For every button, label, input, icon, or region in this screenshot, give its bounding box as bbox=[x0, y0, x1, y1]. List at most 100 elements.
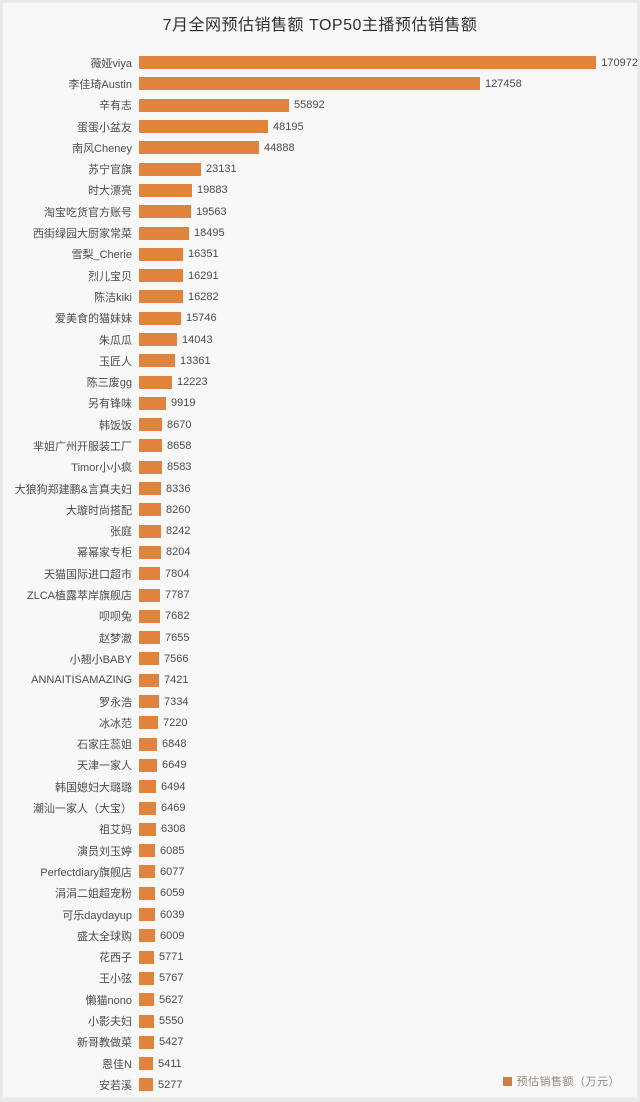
bar bbox=[139, 567, 160, 581]
bar-row: 大璇时尚搭配 8260 bbox=[2, 499, 638, 520]
bar-category-label: ZLCA植露萃岸旗舰店 bbox=[26, 590, 132, 603]
bar bbox=[139, 396, 166, 410]
bar bbox=[139, 950, 154, 964]
bar-row: 时大漂亮 19883 bbox=[2, 180, 638, 201]
bar bbox=[139, 439, 162, 453]
bar bbox=[139, 801, 156, 815]
bar-value-label: 6494 bbox=[161, 780, 186, 793]
chart-title: 7月全网预估销售额 TOP50主播预估销售额 bbox=[162, 17, 478, 34]
bar-row: 朱瓜瓜 14043 bbox=[2, 329, 638, 350]
bar-row: 玉匠人 13361 bbox=[2, 350, 638, 371]
bar-row: 韩国媳妇大璐璐 6494 bbox=[2, 776, 638, 797]
bar bbox=[139, 929, 155, 943]
bar-row: 烈儿宝贝 16291 bbox=[2, 265, 638, 286]
bar bbox=[139, 652, 159, 666]
bar bbox=[139, 183, 192, 197]
bar-row: 陈洁kiki 16282 bbox=[2, 286, 638, 307]
bar-category-label: 赵梦澈 bbox=[99, 632, 132, 645]
bar-value-label: 8242 bbox=[166, 525, 191, 538]
bar-value-label: 23131 bbox=[206, 163, 237, 176]
bar-row: 西街绿园大厨家常菜 18495 bbox=[2, 222, 638, 243]
bar bbox=[139, 1014, 154, 1028]
bar-category-label: 李佳琦Austin bbox=[68, 78, 132, 91]
bar-value-label: 8336 bbox=[166, 482, 191, 495]
bar-category-label: 小翘小BABY bbox=[69, 653, 132, 666]
bar-row: 辛有志 55892 bbox=[2, 95, 638, 116]
bar-row: 石家庄蕊姐 6848 bbox=[2, 734, 638, 755]
bar bbox=[139, 631, 160, 645]
bar-value-label: 7421 bbox=[164, 674, 189, 687]
bar-category-label: 冰冰范 bbox=[99, 717, 132, 730]
bar-row: ANNAITISAMAZING 7421 bbox=[2, 670, 638, 691]
bar-category-label: 呗呗兔 bbox=[99, 611, 132, 624]
bar-row: 祖艾妈 6308 bbox=[2, 819, 638, 840]
bar bbox=[139, 418, 162, 432]
bar bbox=[139, 460, 162, 474]
bar-value-label: 18495 bbox=[194, 227, 225, 240]
bar-category-label: 另有锋味 bbox=[88, 398, 132, 411]
bar-row: 另有锋味 9919 bbox=[2, 393, 638, 414]
bar-row: 韩饭饭 8670 bbox=[2, 414, 638, 435]
bar-row: 新哥教做菜 5427 bbox=[2, 1032, 638, 1053]
bar-row: 可乐daydayup 6039 bbox=[2, 904, 638, 925]
bar-category-label: 苏宁官旗 bbox=[88, 164, 132, 177]
bar bbox=[139, 269, 183, 283]
bar-category-label: 罗永浩 bbox=[99, 696, 132, 709]
bar-category-label: 大璇时尚搭配 bbox=[66, 504, 132, 517]
bar-row: 安若溪 5277 bbox=[2, 1074, 638, 1095]
bar-value-label: 7682 bbox=[165, 610, 190, 623]
bar-value-label: 8658 bbox=[167, 439, 192, 452]
bar-row: Perfectdiary旗舰店 6077 bbox=[2, 861, 638, 882]
bar bbox=[139, 77, 480, 91]
bar-value-label: 8204 bbox=[166, 546, 191, 559]
bar-row: 张庭 8242 bbox=[2, 521, 638, 542]
bar-category-label: 韩饭饭 bbox=[99, 419, 132, 432]
bar-row: 天津一家人 6649 bbox=[2, 755, 638, 776]
bar-row: 大狼狗郑建鹏&言真夫妇 8336 bbox=[2, 478, 638, 499]
bar bbox=[139, 971, 154, 985]
bar-value-label: 6039 bbox=[160, 908, 185, 921]
bar-row: 呗呗兔 7682 bbox=[2, 606, 638, 627]
bar-row: 天猫国际进口超市 7804 bbox=[2, 563, 638, 584]
bar-value-label: 7566 bbox=[164, 652, 189, 665]
bar-value-label: 7804 bbox=[165, 567, 190, 580]
bar-category-label: 安若溪 bbox=[99, 1079, 132, 1092]
bar-category-label: 陈三废gg bbox=[86, 377, 132, 390]
bar bbox=[139, 354, 175, 368]
bar-category-label: 演员刘玉婷 bbox=[77, 845, 132, 858]
bar-value-label: 8260 bbox=[166, 503, 191, 516]
bar bbox=[139, 673, 159, 687]
bar-category-label: 雪梨_Cherie bbox=[71, 249, 132, 262]
bar-category-label: 玉匠人 bbox=[99, 355, 132, 368]
bar-value-label: 19563 bbox=[196, 205, 227, 218]
bar-row: 幂幂家专柜 8204 bbox=[2, 542, 638, 563]
bar-category-label: 时大漂亮 bbox=[88, 185, 132, 198]
bar bbox=[139, 482, 161, 496]
bar-category-label: 幂幂家专柜 bbox=[77, 547, 132, 560]
bar bbox=[139, 56, 597, 70]
bar-value-label: 5627 bbox=[159, 993, 184, 1006]
bar-value-label: 7220 bbox=[163, 716, 188, 729]
bar-value-label: 5771 bbox=[159, 951, 184, 964]
bar-category-label: 淘宝吃货官方账号 bbox=[44, 206, 132, 219]
bar-value-label: 6649 bbox=[162, 759, 187, 772]
bar bbox=[139, 865, 155, 879]
bar bbox=[139, 524, 161, 538]
bar-category-label: 张庭 bbox=[110, 526, 132, 539]
bar-category-label: 新哥教做菜 bbox=[77, 1037, 132, 1050]
bar-category-label: 陈洁kiki bbox=[94, 291, 132, 304]
bar-row: ZLCA植露萃岸旗舰店 7787 bbox=[2, 584, 638, 605]
bar-value-label: 44888 bbox=[264, 141, 295, 154]
bar-row: 演员刘玉婷 6085 bbox=[2, 840, 638, 861]
bar bbox=[139, 162, 201, 176]
bar-category-label: 韩国媳妇大璐璐 bbox=[55, 781, 132, 794]
bar-row: 小影夫妇 5550 bbox=[2, 1010, 638, 1031]
bar-category-label: 朱瓜瓜 bbox=[99, 334, 132, 347]
bar-row: 恩佳N 5411 bbox=[2, 1053, 638, 1074]
bar-value-label: 7334 bbox=[164, 695, 189, 708]
bar-category-label: 烈儿宝贝 bbox=[88, 270, 132, 283]
bar bbox=[139, 1057, 153, 1071]
bar-category-label: 南风Cheney bbox=[72, 142, 132, 155]
bar bbox=[139, 822, 156, 836]
